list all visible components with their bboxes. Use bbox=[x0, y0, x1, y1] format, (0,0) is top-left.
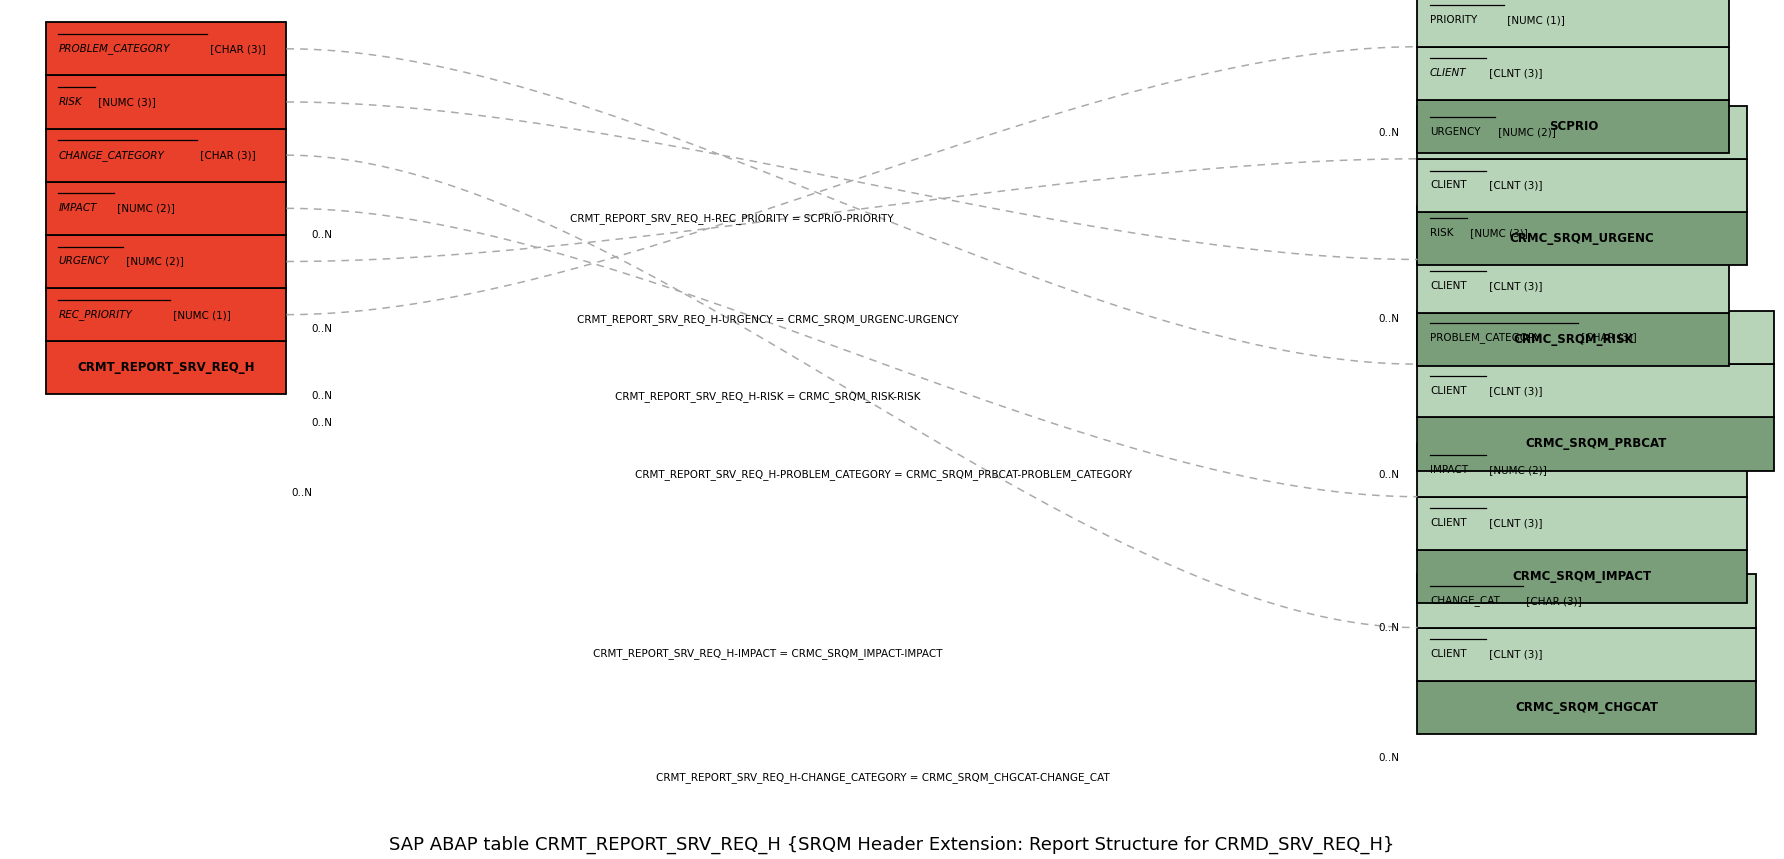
FancyBboxPatch shape bbox=[1418, 575, 1755, 628]
Text: [CLNT (3)]: [CLNT (3)] bbox=[1486, 386, 1541, 396]
Text: 0..N: 0..N bbox=[312, 324, 332, 334]
Text: CLIENT: CLIENT bbox=[1431, 649, 1466, 659]
FancyBboxPatch shape bbox=[46, 235, 287, 288]
FancyBboxPatch shape bbox=[46, 341, 287, 394]
Text: CLIENT: CLIENT bbox=[1431, 69, 1466, 78]
Text: [NUMC (3)]: [NUMC (3)] bbox=[1466, 228, 1527, 238]
FancyBboxPatch shape bbox=[1418, 311, 1773, 364]
FancyBboxPatch shape bbox=[1418, 313, 1729, 366]
Text: CLIENT: CLIENT bbox=[1431, 386, 1466, 396]
Text: [CLNT (3)]: [CLNT (3)] bbox=[1486, 69, 1541, 78]
FancyBboxPatch shape bbox=[1418, 46, 1729, 100]
Text: [CLNT (3)]: [CLNT (3)] bbox=[1486, 180, 1541, 191]
Text: CRMC_SRQM_RISK: CRMC_SRQM_RISK bbox=[1513, 332, 1634, 345]
FancyBboxPatch shape bbox=[46, 129, 287, 182]
FancyBboxPatch shape bbox=[46, 288, 287, 341]
Text: CRMT_REPORT_SRV_REQ_H-REC_PRIORITY = SCPRIO-PRIORITY: CRMT_REPORT_SRV_REQ_H-REC_PRIORITY = SCP… bbox=[569, 213, 894, 224]
Text: CRMT_REPORT_SRV_REQ_H-IMPACT = CRMC_SRQM_IMPACT-IMPACT: CRMT_REPORT_SRV_REQ_H-IMPACT = CRMC_SRQM… bbox=[592, 649, 942, 659]
FancyBboxPatch shape bbox=[46, 182, 287, 235]
FancyBboxPatch shape bbox=[1418, 159, 1747, 212]
Text: 0..N: 0..N bbox=[1379, 128, 1400, 137]
Text: RISK: RISK bbox=[59, 97, 82, 107]
Text: SCPRIO: SCPRIO bbox=[1549, 120, 1598, 133]
Text: PROBLEM_CATEGORY: PROBLEM_CATEGORY bbox=[1431, 332, 1541, 343]
Text: [NUMC (2)]: [NUMC (2)] bbox=[1486, 465, 1547, 475]
Text: CRMT_REPORT_SRV_REQ_H-RISK = CRMC_SRQM_RISK-RISK: CRMT_REPORT_SRV_REQ_H-RISK = CRMC_SRQM_R… bbox=[614, 391, 921, 401]
Text: REC_PRIORITY: REC_PRIORITY bbox=[59, 309, 132, 320]
Text: 0..N: 0..N bbox=[1379, 623, 1400, 632]
FancyBboxPatch shape bbox=[1418, 681, 1755, 734]
Text: [NUMC (2)]: [NUMC (2)] bbox=[1495, 127, 1556, 137]
FancyBboxPatch shape bbox=[1418, 364, 1773, 417]
Text: [CHAR (3)]: [CHAR (3)] bbox=[207, 44, 266, 54]
Text: [CLNT (3)]: [CLNT (3)] bbox=[1486, 518, 1541, 528]
Text: 0..N: 0..N bbox=[312, 230, 332, 240]
Text: 0..N: 0..N bbox=[1379, 314, 1400, 324]
FancyBboxPatch shape bbox=[1418, 417, 1773, 471]
Text: 0..N: 0..N bbox=[293, 488, 312, 497]
Text: [CHAR (3)]: [CHAR (3)] bbox=[1522, 596, 1581, 606]
Text: [NUMC (2)]: [NUMC (2)] bbox=[123, 257, 184, 266]
Text: 0..N: 0..N bbox=[312, 418, 332, 428]
Text: SAP ABAP table CRMT_REPORT_SRV_REQ_H {SRQM Header Extension: Report Structure fo: SAP ABAP table CRMT_REPORT_SRV_REQ_H {SR… bbox=[389, 836, 1395, 855]
Text: CRMC_SRQM_URGENC: CRMC_SRQM_URGENC bbox=[1509, 232, 1654, 245]
Text: CRMC_SRQM_PRBCAT: CRMC_SRQM_PRBCAT bbox=[1525, 437, 1666, 450]
Text: CRMC_SRQM_IMPACT: CRMC_SRQM_IMPACT bbox=[1513, 570, 1652, 583]
Text: CRMC_SRQM_CHGCAT: CRMC_SRQM_CHGCAT bbox=[1515, 701, 1657, 714]
Text: PROBLEM_CATEGORY: PROBLEM_CATEGORY bbox=[59, 43, 169, 54]
Text: CLIENT: CLIENT bbox=[1431, 180, 1466, 191]
Text: [NUMC (1)]: [NUMC (1)] bbox=[1504, 15, 1565, 25]
Text: CLIENT: CLIENT bbox=[1431, 518, 1466, 528]
FancyBboxPatch shape bbox=[1418, 259, 1729, 313]
FancyBboxPatch shape bbox=[1418, 550, 1747, 603]
Text: [CLNT (3)]: [CLNT (3)] bbox=[1486, 649, 1541, 659]
Text: [CLNT (3)]: [CLNT (3)] bbox=[1486, 281, 1541, 291]
Text: IMPACT: IMPACT bbox=[59, 204, 96, 213]
Text: URGENCY: URGENCY bbox=[59, 257, 109, 266]
Text: [NUMC (1)]: [NUMC (1)] bbox=[169, 309, 230, 320]
FancyBboxPatch shape bbox=[1418, 497, 1747, 550]
Text: IMPACT: IMPACT bbox=[1431, 465, 1468, 475]
Text: CHANGE_CAT: CHANGE_CAT bbox=[1431, 595, 1500, 606]
FancyBboxPatch shape bbox=[1418, 100, 1729, 153]
Text: CHANGE_CATEGORY: CHANGE_CATEGORY bbox=[59, 149, 164, 161]
Text: CRMT_REPORT_SRV_REQ_H-PROBLEM_CATEGORY = CRMC_SRQM_PRBCAT-PROBLEM_CATEGORY: CRMT_REPORT_SRV_REQ_H-PROBLEM_CATEGORY =… bbox=[635, 469, 1131, 480]
Text: CRMT_REPORT_SRV_REQ_H: CRMT_REPORT_SRV_REQ_H bbox=[77, 362, 255, 375]
FancyBboxPatch shape bbox=[46, 76, 287, 129]
Text: PRIORITY: PRIORITY bbox=[1431, 15, 1477, 25]
Text: [CHAR (3)]: [CHAR (3)] bbox=[198, 150, 257, 160]
Text: CRMT_REPORT_SRV_REQ_H-CHANGE_CATEGORY = CRMC_SRQM_CHGCAT-CHANGE_CAT: CRMT_REPORT_SRV_REQ_H-CHANGE_CATEGORY = … bbox=[657, 772, 1110, 783]
FancyBboxPatch shape bbox=[1418, 212, 1747, 265]
Text: 0..N: 0..N bbox=[1379, 753, 1400, 764]
Text: [NUMC (2)]: [NUMC (2)] bbox=[114, 204, 175, 213]
Text: CLIENT: CLIENT bbox=[1431, 281, 1466, 291]
FancyBboxPatch shape bbox=[1418, 443, 1747, 497]
Text: 0..N: 0..N bbox=[1379, 470, 1400, 479]
FancyBboxPatch shape bbox=[1418, 628, 1755, 681]
FancyBboxPatch shape bbox=[1418, 0, 1729, 46]
Text: [NUMC (3)]: [NUMC (3)] bbox=[95, 97, 157, 107]
Text: RISK: RISK bbox=[1431, 228, 1454, 238]
FancyBboxPatch shape bbox=[1418, 206, 1729, 259]
Text: [CHAR (3)]: [CHAR (3)] bbox=[1579, 332, 1638, 343]
FancyBboxPatch shape bbox=[46, 22, 287, 76]
FancyBboxPatch shape bbox=[1418, 106, 1747, 159]
Text: CRMT_REPORT_SRV_REQ_H-URGENCY = CRMC_SRQM_URGENC-URGENCY: CRMT_REPORT_SRV_REQ_H-URGENCY = CRMC_SRQ… bbox=[576, 314, 958, 325]
Text: URGENCY: URGENCY bbox=[1431, 127, 1481, 137]
Text: 0..N: 0..N bbox=[312, 391, 332, 401]
